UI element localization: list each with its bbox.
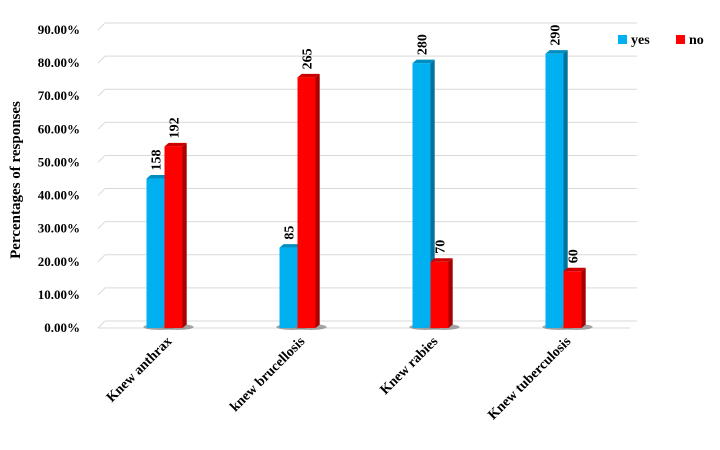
- grid-line: [97, 188, 106, 196]
- grid-line: [97, 287, 106, 296]
- bar: [430, 261, 449, 328]
- grid-line: [97, 88, 106, 97]
- bar: [545, 53, 564, 329]
- legend-label: yes: [631, 33, 650, 48]
- x-tick-label: Knew rabies: [378, 334, 442, 398]
- y-tick-label: 0.00%: [44, 320, 80, 335]
- bar: [563, 271, 582, 328]
- legend-swatch: [676, 35, 685, 44]
- data-label: 290: [549, 25, 564, 46]
- bar-top: [146, 175, 169, 179]
- y-axis-label: Percentages of responses: [8, 101, 24, 259]
- legend-label: no: [689, 33, 704, 48]
- data-label: 265: [301, 48, 316, 69]
- y-tick-label: 20.00%: [38, 254, 80, 269]
- bar-top: [279, 244, 302, 248]
- data-label: 158: [150, 150, 165, 171]
- y-tick-label: 80.00%: [38, 55, 80, 70]
- y-tick-label: 50.00%: [38, 154, 80, 169]
- bar-top: [297, 73, 320, 78]
- bar-side: [563, 50, 568, 329]
- grid-line: [97, 55, 106, 64]
- bar-top: [563, 267, 586, 272]
- grid-line: [97, 121, 106, 130]
- grid-line: [97, 155, 106, 163]
- bar-top: [164, 142, 187, 147]
- y-tick-label: 90.00%: [38, 22, 80, 37]
- data-label: 280: [416, 34, 431, 55]
- y-tick-label: 40.00%: [38, 188, 80, 203]
- y-tick-label: 70.00%: [38, 88, 80, 103]
- legend-swatch: [618, 35, 627, 44]
- bar: [297, 77, 316, 328]
- bar-top: [545, 50, 568, 54]
- data-label: 60: [567, 249, 582, 263]
- bar-side: [448, 258, 453, 328]
- data-label: 70: [434, 240, 449, 254]
- grid-line: [97, 320, 106, 329]
- bar: [164, 146, 183, 328]
- grid-line: [97, 254, 106, 263]
- bar: [412, 63, 431, 328]
- bar-side: [315, 73, 320, 328]
- x-tick-label: knew brucellosis: [228, 334, 309, 415]
- grid-line: [97, 221, 106, 230]
- y-tick-label: 10.00%: [38, 287, 80, 302]
- data-label: 85: [283, 226, 298, 240]
- x-tick-label: Knew tuberculosis: [486, 334, 575, 423]
- bar-top: [430, 258, 453, 262]
- bar: [146, 178, 165, 328]
- bar-top: [412, 59, 435, 64]
- y-tick-label: 30.00%: [38, 221, 80, 236]
- grid-line: [97, 22, 106, 31]
- bar-side: [182, 142, 187, 328]
- bar: [279, 247, 298, 328]
- bar-side: [581, 267, 586, 328]
- data-label: 192: [168, 117, 183, 138]
- y-tick-label: 60.00%: [38, 121, 80, 136]
- x-tick-label: Knew anthrax: [104, 334, 175, 405]
